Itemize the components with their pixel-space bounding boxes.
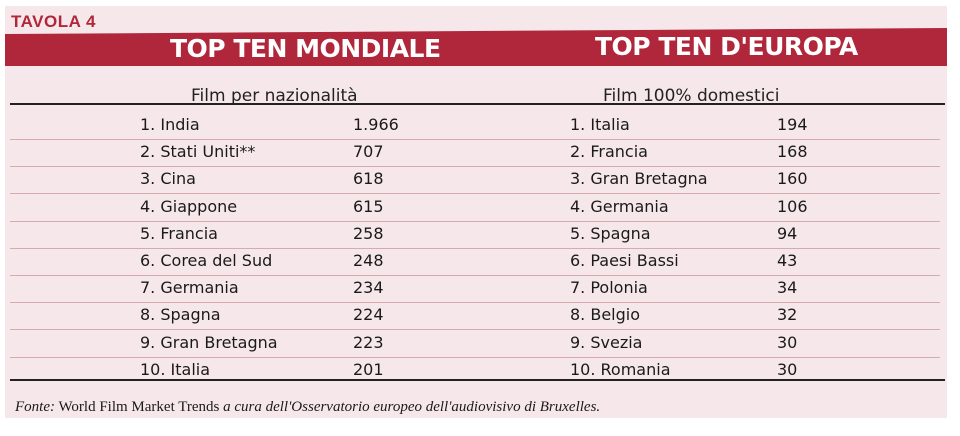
row-divider	[475, 302, 940, 304]
title-band	[5, 28, 947, 66]
source-name: World Film Market Trends	[58, 399, 220, 415]
table-row: 8. Spagna 224	[5, 303, 475, 331]
film-count: 223	[353, 332, 384, 352]
table-row: 5. Francia 258	[5, 222, 475, 249]
row-divider	[10, 329, 475, 331]
film-count: 30	[777, 359, 798, 379]
film-count: 94	[777, 223, 798, 243]
country-name: 10. Romania	[570, 359, 671, 379]
table-row: 1. Italia 194	[475, 113, 945, 140]
table-row: 1. India 1.966	[5, 113, 475, 140]
film-count: 234	[353, 278, 384, 298]
footer-rule	[10, 379, 945, 381]
film-count: 248	[353, 251, 384, 270]
film-count: 34	[777, 278, 798, 298]
row-divider	[10, 166, 475, 168]
row-divider	[475, 356, 940, 358]
row-divider	[475, 166, 940, 168]
country-name: 3. Cina	[140, 169, 196, 189]
table-row: 2. Stati Uniti** 707	[5, 140, 475, 168]
country-name: 9. Gran Bretagna	[140, 332, 278, 352]
country-name: 4. Giappone	[140, 196, 238, 216]
table-row: 9. Gran Bretagna 223	[5, 331, 475, 358]
country-name: 2. Stati Uniti**	[140, 142, 256, 162]
country-name: 7. Polonia	[570, 278, 648, 298]
film-count: 43	[777, 251, 798, 270]
table-row: 6. Corea del Sud 248	[5, 249, 475, 276]
table-row: 10. Romania 30	[475, 358, 945, 385]
table-row: 9. Svezia 30	[475, 331, 945, 358]
film-count: 201	[353, 359, 384, 379]
country-name: 1. Italia	[570, 115, 630, 134]
source-note: Fonte: World Film Market Trends a cura d…	[15, 399, 600, 416]
film-count: 618	[353, 169, 384, 189]
row-divider	[10, 139, 475, 140]
table-row: 10. Italia 201	[5, 358, 475, 385]
country-name: 8. Belgio	[570, 305, 641, 325]
film-count: 168	[777, 142, 808, 162]
country-name: 9. Svezia	[570, 332, 643, 352]
table-row: 4. Giappone 615	[5, 195, 475, 222]
country-name: 10. Italia	[140, 359, 211, 379]
country-name: 6. Corea del Sud	[140, 251, 273, 270]
country-name: 5. Spagna	[570, 223, 651, 243]
country-name: 3. Gran Bretagna	[570, 169, 708, 189]
table-row: 6. Paesi Bassi 43	[475, 249, 945, 276]
row-divider	[475, 329, 940, 331]
table-label: TAVOLA 4	[11, 12, 96, 31]
table-row: 8. Belgio 32	[475, 303, 945, 331]
row-divider	[475, 220, 940, 222]
row-divider	[475, 275, 940, 276]
table-row: 5. Spagna 94	[475, 222, 945, 249]
table-row: 4. Germania 106	[475, 195, 945, 222]
row-divider	[10, 356, 475, 358]
row-divider	[10, 247, 475, 249]
table-row: 3. Cina 618	[5, 167, 475, 195]
country-name: 8. Spagna	[140, 305, 221, 325]
country-name: 6. Paesi Bassi	[570, 251, 679, 270]
film-count: 194	[777, 115, 808, 134]
film-count: 30	[777, 332, 798, 352]
table-row: 7. Germania 234	[5, 276, 475, 304]
europe-top-ten-table: 1. Italia 194 2. Francia 168 3. Gran Bretagn…	[475, 113, 945, 385]
row-divider	[10, 275, 475, 276]
country-name: 4. Germania	[570, 196, 669, 216]
country-name: 1. India	[140, 115, 200, 134]
row-divider	[10, 302, 475, 304]
row-divider	[10, 193, 475, 195]
film-count: 106	[777, 196, 808, 216]
film-count: 707	[353, 142, 384, 162]
table-row: 7. Polonia 34	[475, 276, 945, 304]
country-name: 7. Germania	[140, 278, 239, 298]
world-top-ten-table: 1. India 1.966 2. Stati Uniti** 707 3. Cina 6…	[5, 113, 475, 385]
row-divider	[10, 220, 475, 222]
film-count: 1.966	[353, 115, 399, 134]
source-label: Fonte:	[15, 399, 55, 415]
film-count: 615	[353, 196, 384, 216]
row-divider	[475, 193, 940, 195]
left-title: TOP TEN MONDIALE	[170, 34, 441, 63]
right-subtitle: Film 100% domestici	[603, 86, 780, 106]
left-subtitle: Film per nazionalità	[191, 86, 358, 106]
country-name: 5. Francia	[140, 223, 218, 243]
row-divider	[475, 247, 940, 249]
row-divider	[475, 139, 940, 140]
table-panel: TAVOLA 4 TOP TEN MONDIALE TOP TEN D'EURO…	[5, 6, 947, 418]
film-count: 160	[777, 169, 808, 189]
country-name: 2. Francia	[570, 142, 648, 162]
source-detail: a cura dell'Osservatorio europeo dell'au…	[223, 399, 601, 415]
film-count: 224	[353, 305, 384, 325]
right-title: TOP TEN D'EUROPA	[595, 32, 858, 61]
film-count: 32	[777, 305, 798, 325]
table-row: 3. Gran Bretagna 160	[475, 167, 945, 195]
header-rule	[10, 103, 945, 105]
table-row: 2. Francia 168	[475, 140, 945, 168]
film-count: 258	[353, 223, 384, 243]
